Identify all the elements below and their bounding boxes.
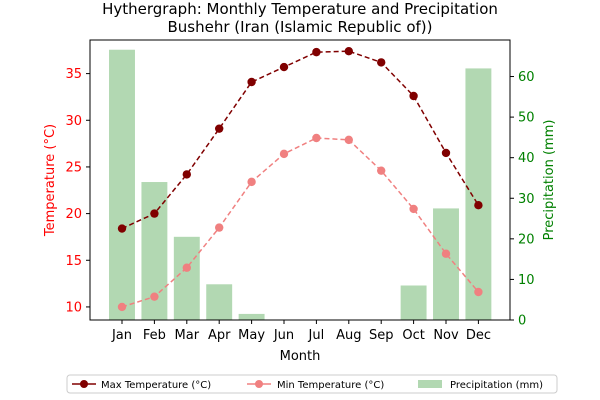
precipitation-bar-oct (400, 285, 427, 320)
right-axis-ticks: 0 10 20 30 40 50 60 (510, 70, 535, 329)
x-tick-label: Aug (336, 328, 361, 343)
point-min-jun (279, 149, 289, 159)
precipitation-bar-jan (109, 49, 135, 320)
left-tick-label: 10 (65, 300, 82, 315)
legend-label-precip: Precipitation (mm) (450, 380, 543, 391)
point-max-apr (215, 124, 224, 133)
point-max-aug (344, 47, 353, 56)
precipitation-bars (109, 49, 492, 321)
x-tick-label: Jun (273, 328, 294, 343)
x-tick-label: Feb (143, 328, 166, 343)
legend-label-max: Max Temperature (°C) (101, 380, 211, 391)
left-axis-label: Temperature (°C) (43, 124, 58, 237)
precipitation-bar-mar (173, 236, 200, 320)
left-axis-ticks: 10 15 20 25 30 35 (65, 67, 90, 315)
point-max-may (247, 77, 256, 87)
x-tick-label: Dec (466, 328, 491, 343)
x-tick-label: Jan (111, 328, 132, 343)
point-min-may (247, 177, 256, 187)
precipitation-bar-dec (465, 68, 492, 321)
x-tick-label: Oct (402, 328, 424, 343)
x-tick-label: May (238, 328, 265, 343)
point-max-feb (150, 209, 159, 218)
precipitation-bar-apr (206, 284, 233, 320)
legend-item-min-temperature: Min Temperature (°C) (247, 380, 384, 391)
x-tick-label: Nov (433, 328, 459, 343)
point-min-jan (117, 302, 127, 312)
precipitation-bar-may (238, 313, 265, 320)
point-min-aug (344, 135, 353, 145)
legend: Max Temperature (°C) Min Temperature (°C… (66, 374, 558, 394)
point-max-oct (409, 91, 418, 101)
right-tick-label: 40 (518, 151, 535, 166)
right-tick-label: 30 (518, 192, 535, 207)
point-min-oct (409, 204, 418, 214)
right-tick-label: 50 (518, 111, 535, 126)
chart-subtitle: Bushehr (Iran (Islamic Republic of)) (168, 18, 433, 36)
x-axis-label: Month (280, 349, 321, 364)
point-min-mar (182, 263, 191, 272)
legend-marker-precip (418, 380, 442, 388)
temperature-lines (117, 47, 483, 312)
left-tick-label: 20 (65, 207, 82, 222)
point-min-dec (474, 287, 483, 297)
point-max-jun (279, 62, 289, 72)
point-max-jan (117, 224, 127, 233)
right-tick-label: 20 (518, 232, 535, 247)
legend-label-min: Min Temperature (°C) (277, 380, 384, 391)
x-tick-label: Jul (308, 328, 325, 343)
right-axis-label: Precipitation (mm) (542, 120, 557, 241)
legend-marker-max (80, 380, 88, 388)
left-tick-label: 25 (65, 160, 82, 175)
point-min-apr (215, 223, 224, 232)
point-min-nov (441, 249, 451, 258)
legend-item-precipitation: Precipitation (mm) (418, 380, 543, 391)
point-min-feb (150, 292, 159, 301)
point-min-sep (377, 166, 386, 175)
point-min-jul (312, 133, 321, 143)
legend-item-max-temperature: Max Temperature (°C) (72, 380, 211, 391)
x-tick-label: Sep (369, 328, 394, 343)
point-max-jul (312, 47, 321, 57)
point-max-mar (182, 170, 191, 179)
right-tick-label: 0 (518, 314, 526, 329)
line-max-temperature (121, 50, 480, 230)
chart-title: Hythergraph: Monthly Temperature and Pre… (102, 0, 498, 18)
line-min-temperature (121, 137, 479, 308)
left-tick-label: 15 (65, 254, 82, 269)
right-tick-label: 10 (518, 273, 535, 288)
left-tick-label: 35 (65, 67, 82, 82)
legend-frame (66, 374, 558, 394)
point-max-nov (441, 148, 451, 158)
point-max-dec (474, 201, 483, 210)
plot-frame (89, 39, 511, 321)
x-tick-label: Apr (208, 328, 231, 343)
x-axis-ticks: Jan Feb Mar Apr May Jun Jul Aug Sep Oct Nov Dec (111, 320, 491, 343)
right-tick-label: 60 (518, 70, 535, 85)
left-tick-label: 30 (65, 114, 82, 129)
legend-marker-min (255, 380, 263, 388)
point-max-sep (377, 58, 386, 67)
x-tick-label: Mar (175, 328, 200, 343)
